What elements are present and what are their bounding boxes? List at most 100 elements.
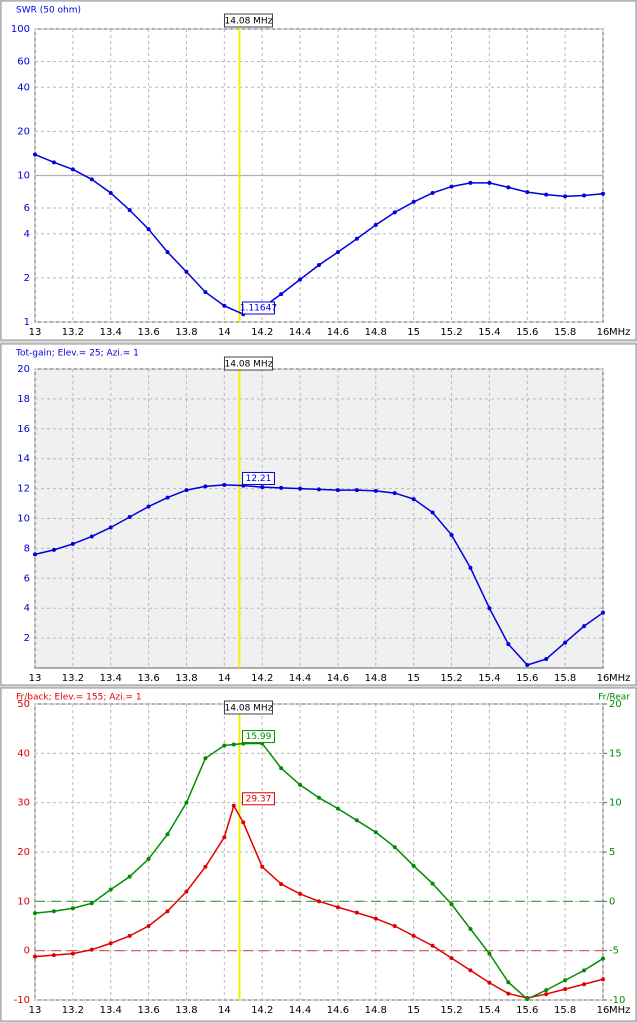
data-point	[411, 497, 416, 502]
x-tick-label: 14	[218, 1005, 231, 1016]
y2-tick-label: -10	[609, 995, 625, 1006]
data-point	[222, 743, 227, 748]
y-tick-label: -10	[14, 995, 30, 1006]
x-tick-label: 15.6	[516, 327, 538, 338]
x-tick-label: 13.8	[175, 327, 197, 338]
data-point	[127, 933, 132, 938]
x-tick-label: 14.6	[327, 1005, 349, 1016]
data-point	[392, 845, 397, 850]
x-tick-label: 13.8	[175, 1005, 197, 1016]
y-tick-label: 14	[17, 454, 30, 465]
data-point	[298, 277, 303, 282]
y-tick-label: 60	[17, 57, 30, 68]
data-point	[298, 782, 303, 787]
data-point	[51, 909, 56, 914]
readout-box	[241, 730, 275, 744]
x-tick-label: 15.2	[440, 673, 462, 684]
data-point	[33, 911, 37, 916]
data-point	[146, 504, 151, 509]
x-tick-label: 16	[597, 1005, 610, 1016]
x-unit: MHz	[609, 1005, 630, 1016]
x-tick-label: 14.2	[251, 1005, 273, 1016]
y-tick-label: 20	[17, 847, 30, 858]
marker-label-box	[223, 700, 273, 715]
readout-label: 29.37	[246, 794, 272, 804]
x-tick-label: 14.4	[289, 327, 311, 338]
x-tick-label: 13	[29, 673, 42, 684]
data-point	[487, 980, 492, 985]
y-tick-label: 6	[24, 573, 30, 584]
data-point	[222, 482, 227, 487]
y-tick-label: 8	[24, 543, 30, 554]
data-point	[89, 947, 94, 952]
y-tick-label: 20	[17, 364, 30, 375]
data-point	[165, 832, 170, 837]
data-point	[468, 180, 473, 185]
data-point	[506, 185, 511, 190]
data-point	[563, 640, 568, 645]
x-tick-label: 15	[407, 673, 420, 684]
y-tick-label: 1	[24, 317, 30, 328]
data-point	[563, 194, 568, 199]
y-tick-label: 12	[17, 484, 30, 495]
x-tick-label: 15.2	[440, 1005, 462, 1016]
y-tick-label: 10	[17, 171, 30, 182]
data-point	[127, 515, 132, 520]
data-point	[298, 891, 303, 896]
series-line	[34, 742, 604, 1000]
data-point	[582, 968, 587, 973]
data-point	[373, 488, 378, 493]
y-tick-label: 100	[11, 24, 30, 35]
y-tick-label: 16	[17, 424, 30, 435]
data-point	[317, 795, 321, 800]
x-tick-label: 13.8	[175, 673, 197, 684]
series-name: Fr/back; Elev.= 155; Azi.= 1	[16, 693, 142, 703]
data-point	[279, 882, 284, 887]
y-tick-label: 30	[17, 798, 30, 809]
data-point	[108, 887, 113, 892]
data-point	[525, 663, 530, 668]
data-point	[430, 510, 435, 515]
data-point	[70, 167, 75, 172]
data-point	[317, 899, 321, 904]
data-point	[582, 982, 587, 987]
data-point	[601, 191, 605, 196]
data-point	[601, 610, 605, 615]
marker-label: 14.08 MHz	[225, 17, 273, 27]
data-point	[70, 906, 75, 911]
data-point	[51, 547, 56, 552]
x-tick-label: 15.4	[478, 1005, 500, 1016]
y-tick-label: 18	[17, 394, 30, 405]
data-point	[146, 856, 151, 861]
data-point	[392, 210, 397, 215]
data-point	[525, 190, 530, 195]
x-tick-label: 15.6	[516, 1005, 538, 1016]
y-tick-label: 40	[17, 748, 30, 759]
data-point	[449, 956, 454, 961]
readout-label: 1.11647	[240, 303, 277, 313]
data-point	[279, 485, 284, 490]
x-tick-label: 13.2	[62, 327, 84, 338]
data-point	[563, 978, 568, 983]
data-point	[449, 532, 454, 537]
marker-label-box	[223, 356, 273, 371]
data-point	[203, 290, 208, 295]
data-point	[601, 956, 605, 961]
data-point	[108, 941, 113, 946]
x-tick-label: 13.2	[62, 673, 84, 684]
data-point	[468, 926, 473, 931]
data-point	[184, 889, 189, 894]
data-point	[317, 487, 321, 492]
marker-label: 14.08 MHz	[225, 704, 273, 714]
x-tick-label: 14.6	[327, 327, 349, 338]
x-unit: MHz	[609, 327, 630, 338]
data-point	[563, 987, 568, 992]
data-point	[127, 208, 132, 213]
data-point	[430, 943, 435, 948]
data-point	[449, 184, 454, 189]
x-tick-label: 14.2	[251, 327, 273, 338]
x-tick-label: 14.8	[365, 1005, 387, 1016]
y2-tick-label: 5	[609, 847, 615, 858]
data-point	[70, 541, 75, 546]
